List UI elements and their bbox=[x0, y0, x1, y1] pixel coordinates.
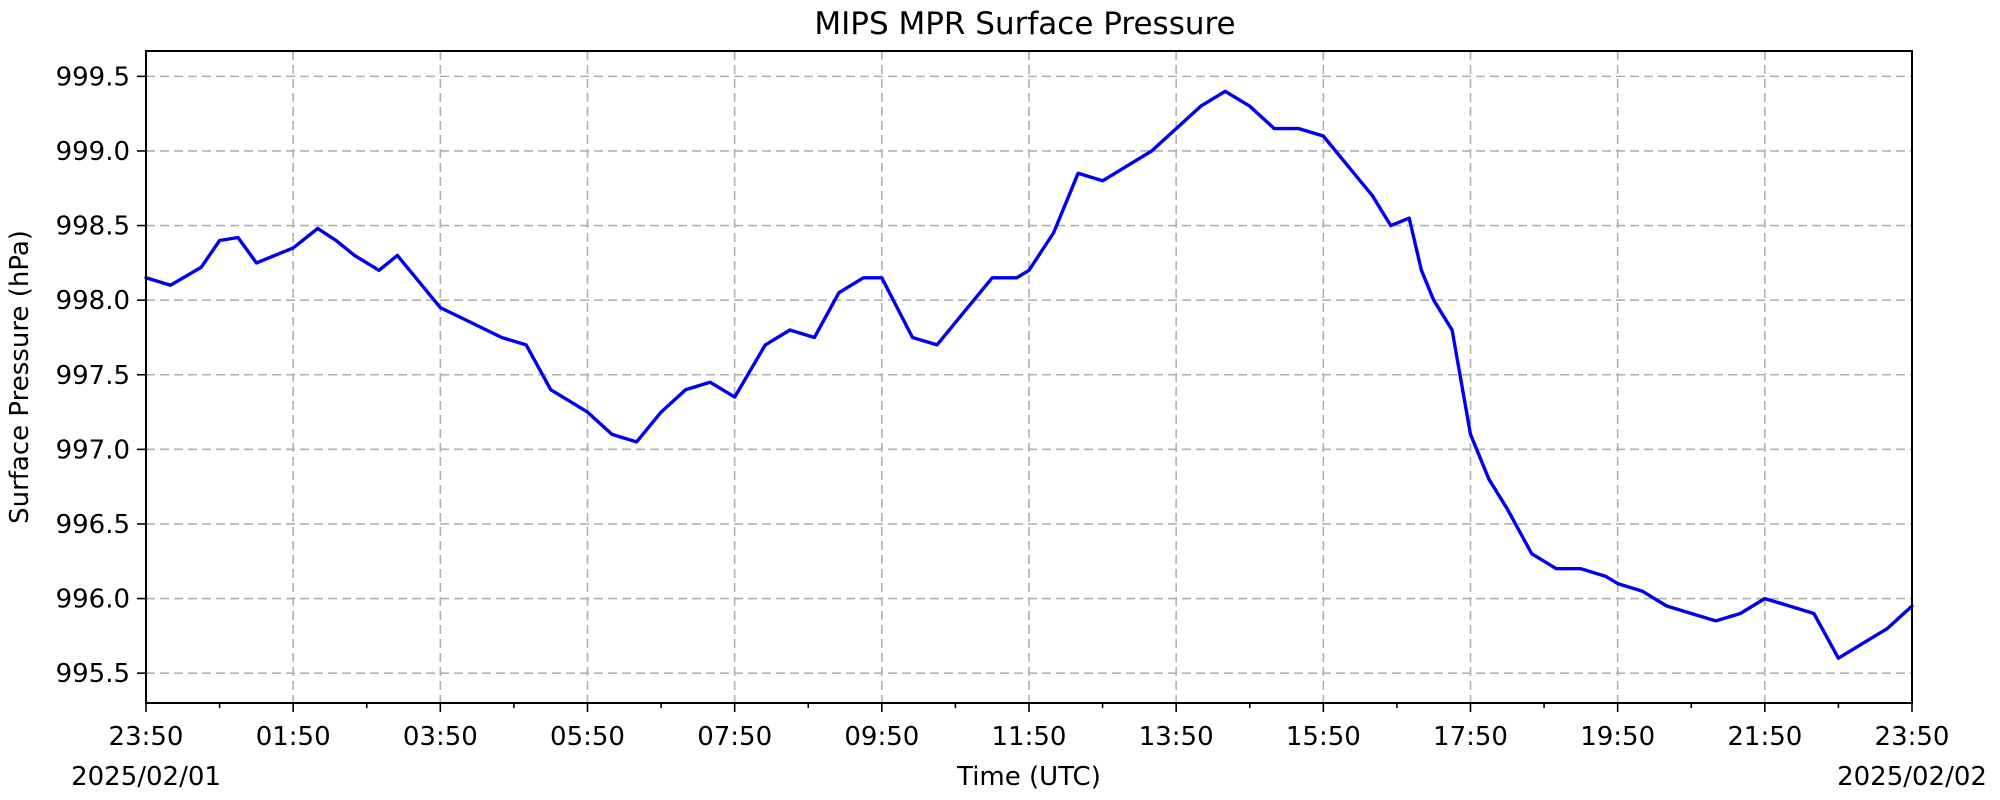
series bbox=[144, 89, 1914, 660]
x-tick-label: 15:50 bbox=[1286, 722, 1361, 752]
x-tick-label: 17:50 bbox=[1433, 722, 1508, 752]
x-tick-label: 05:50 bbox=[550, 722, 625, 752]
x-tick-label: 09:50 bbox=[844, 722, 919, 752]
grid bbox=[145, 51, 1913, 703]
axis-ticks bbox=[137, 75, 1913, 712]
y-tick-labels: 995.5 996.0 996.5 997.0 997.5 998.0 998.5 999.0… bbox=[56, 62, 130, 689]
x-tick-label: 23:50 bbox=[1875, 722, 1950, 752]
x-tick-label: 07:50 bbox=[697, 722, 772, 752]
x-axis-label: Time (UTC) bbox=[956, 762, 1101, 792]
x-tick-label: 19:50 bbox=[1580, 722, 1655, 752]
x-tick-labels: 23:50 01:50 03:50 05:50 07:50 09:50 11:50 13:50… bbox=[109, 722, 1950, 752]
x-end-date-label: 2025/02/02 bbox=[1837, 762, 1987, 792]
y-tick-label: 998.0 bbox=[56, 286, 130, 316]
y-tick-label: 999.0 bbox=[56, 137, 130, 167]
y-tick-label: 997.5 bbox=[56, 361, 130, 391]
x-tick-label: 03:50 bbox=[403, 722, 478, 752]
y-axis-label: Surface Pressure (hPa) bbox=[5, 230, 35, 524]
plot-frame bbox=[145, 50, 1913, 704]
y-tick-label: 997.0 bbox=[56, 435, 130, 465]
series-line-0 bbox=[144, 89, 1914, 660]
x-tick-label: 11:50 bbox=[992, 722, 1067, 752]
y-tick-label: 999.5 bbox=[56, 62, 130, 92]
x-tick-label: 01:50 bbox=[256, 722, 331, 752]
x-tick-label: 23:50 bbox=[109, 722, 184, 752]
y-tick-label: 996.0 bbox=[56, 585, 130, 615]
chart-title: MIPS MPR Surface Pressure bbox=[814, 6, 1235, 42]
x-start-date-label: 2025/02/01 bbox=[71, 762, 221, 792]
y-tick-label: 996.5 bbox=[56, 510, 130, 540]
y-tick-label: 995.5 bbox=[56, 659, 130, 689]
y-tick-label: 998.5 bbox=[56, 212, 130, 242]
x-tick-label: 21:50 bbox=[1727, 722, 1802, 752]
x-tick-label: 13:50 bbox=[1139, 722, 1214, 752]
